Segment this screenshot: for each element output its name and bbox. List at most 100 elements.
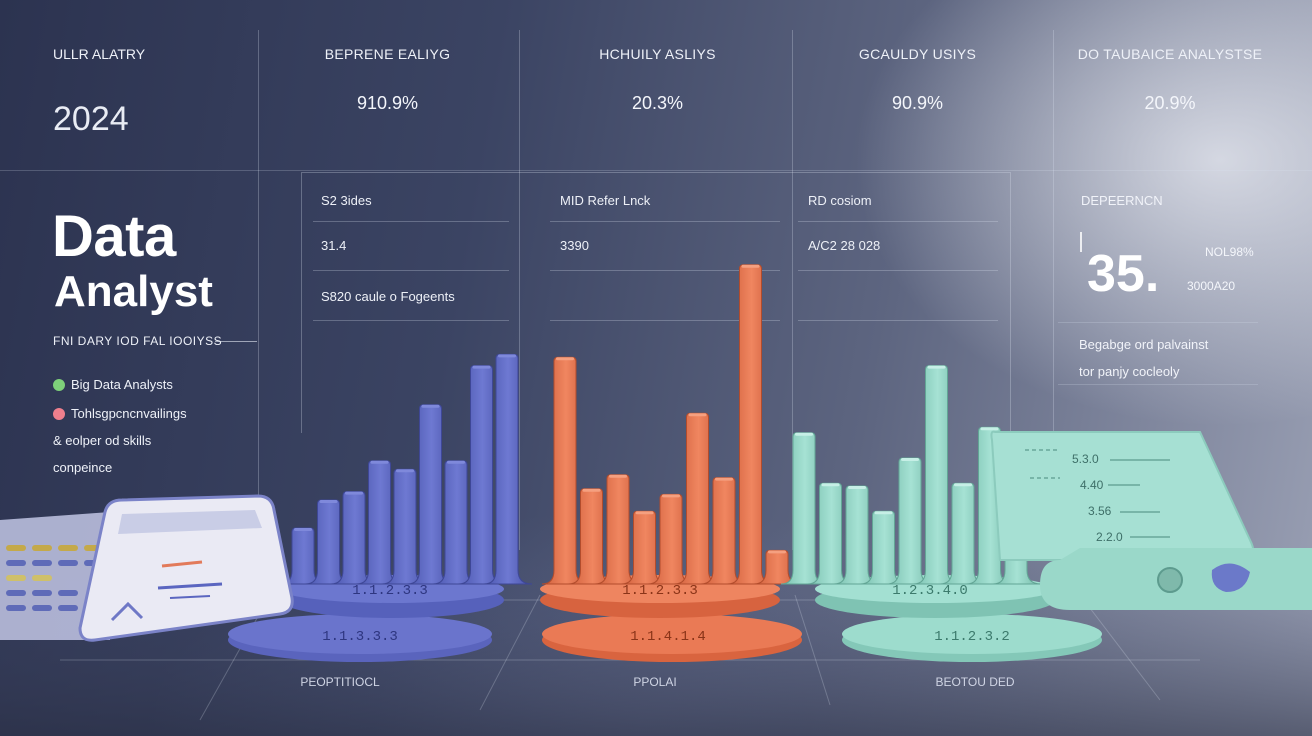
column-header-2: HCHUILY ASLIYS <box>599 46 716 62</box>
keyboard-device <box>0 512 110 640</box>
blue-disc-top-label: 1.1.2.3.3 <box>352 583 428 599</box>
blue-bar <box>305 499 354 585</box>
bottom-label-3: BEOTOU DED <box>935 675 1014 689</box>
legend-label: conpeince <box>53 460 113 475</box>
teal-bar-cap <box>927 365 946 369</box>
panel-rule <box>550 221 780 222</box>
blue-bar-group <box>279 353 533 585</box>
grid-line <box>0 170 1312 171</box>
panel-frame <box>301 172 1011 433</box>
teal-bar <box>780 432 830 585</box>
legend-item: conpeince <box>53 460 112 475</box>
panel-rule <box>550 320 780 321</box>
green-dot-icon <box>53 378 65 391</box>
hero-subtitle: FNI DARY IOD FAL IOOIYSS <box>53 334 223 348</box>
orange-bar-cap <box>688 413 707 417</box>
column-value-1: 910.9% <box>356 93 419 113</box>
orange-bar <box>727 264 776 585</box>
orange-bar-cap <box>768 550 786 554</box>
scroll-value-4: 2.2.0 <box>1096 530 1123 544</box>
right-panel-rule <box>1058 322 1258 323</box>
teal-bar-cap <box>821 483 840 487</box>
panel-3-value: A/C2 28 028 <box>808 238 881 253</box>
panel-1-value: 31.4 <box>321 238 347 253</box>
orange-bar <box>621 510 670 585</box>
year-label: 2024 <box>53 100 129 138</box>
blue-bar <box>458 365 507 585</box>
column-header-3: GCAULDY USIYS <box>858 46 977 62</box>
right-panel-tick <box>1080 232 1082 252</box>
orange-bar <box>594 474 644 585</box>
blue-bar <box>432 460 482 585</box>
orange-bar-group <box>541 264 803 585</box>
teal-bar <box>939 482 989 585</box>
metric-small-1: NOL98% <box>1205 245 1254 259</box>
orange-bar-cap <box>556 357 574 361</box>
blue-bar <box>330 491 380 585</box>
teal-disc-bottom-top <box>842 614 1102 654</box>
blue-bar <box>356 460 405 585</box>
legend-item: Tohlsgpcncnvailings <box>53 406 187 421</box>
orange-disc-bottom-label: 1.1.4.1.4 <box>630 629 706 645</box>
panel-rule <box>550 270 780 271</box>
teal-bar-cap <box>795 432 813 436</box>
panel-rule <box>798 270 998 271</box>
scroll-value-2: 4.40 <box>1080 478 1104 492</box>
blue-bar <box>407 404 456 585</box>
teal-bar-cap <box>954 483 972 487</box>
right-panel-desc-1: Begabge ord palvainst <box>1079 337 1209 352</box>
metric-small-2: 3000A20 <box>1187 279 1236 293</box>
orange-bar <box>700 477 750 585</box>
right-panel-desc-2: tor panjy cocleoly <box>1079 364 1180 379</box>
right-panel-title: DEPEERNCN <box>1081 193 1163 208</box>
teal-bar-cap <box>848 486 866 489</box>
blue-bar-cap <box>421 404 440 408</box>
teal-bar-cap <box>901 458 919 461</box>
teal-disc-top-label: 1.2.3.4.0 <box>892 583 968 599</box>
hero-title: Data <box>52 204 176 269</box>
panel-rule <box>313 221 509 222</box>
orange-bar-cap <box>582 488 601 492</box>
orange-bar-cap <box>715 477 733 481</box>
orange-bar-cap <box>741 264 760 268</box>
tablet-device <box>78 494 294 642</box>
orange-bar <box>647 493 697 585</box>
blue-bar-cap <box>370 460 389 464</box>
column-value-2: 20.3% <box>631 93 684 113</box>
pink-dot-icon <box>53 407 65 420</box>
hero-title-line2: Analyst <box>54 267 213 316</box>
panel-2-value: 3390 <box>560 238 589 253</box>
grid-line <box>1053 30 1054 550</box>
orange-bar <box>753 549 803 585</box>
grid-line <box>792 30 793 550</box>
scroll-value-3: 3.56 <box>1088 504 1112 518</box>
blue-bar-cap <box>319 500 338 503</box>
blue-bar-cap <box>294 528 312 531</box>
blue-disc-bottom-label: 1.1.3.3.3 <box>322 629 398 645</box>
top-left-label: ULLR ALATRY <box>53 46 146 62</box>
orange-bar <box>541 356 591 585</box>
teal-bar-cap <box>874 511 893 515</box>
big-metric: 35. <box>1087 245 1160 303</box>
grid-line <box>519 30 520 550</box>
legend-item: Big Data Analysts <box>53 377 173 392</box>
orange-disc-top-label: 1.1.2.3.3 <box>622 583 698 599</box>
blue-bar <box>483 353 533 585</box>
column-value-4: 20.9% <box>1144 93 1196 113</box>
scroll-report <box>990 430 1312 610</box>
panel-rule <box>798 221 998 222</box>
right-panel-rule <box>1058 384 1258 385</box>
teal-bar <box>913 365 962 585</box>
grid-line <box>258 30 259 550</box>
column-value-3: 90.9% <box>891 93 944 113</box>
panel-1-title: S2 3ides <box>321 193 372 208</box>
blue-bar-cap <box>472 365 491 369</box>
orange-bar-cap <box>662 494 680 498</box>
blue-bar-cap <box>396 469 414 473</box>
orange-disc-bottom-top <box>542 614 802 654</box>
teal-bar <box>833 485 883 585</box>
teal-bar <box>886 457 936 585</box>
panel-1-description: S820 caule o Fogeents <box>321 289 455 304</box>
blue-bar-cap <box>345 491 363 495</box>
